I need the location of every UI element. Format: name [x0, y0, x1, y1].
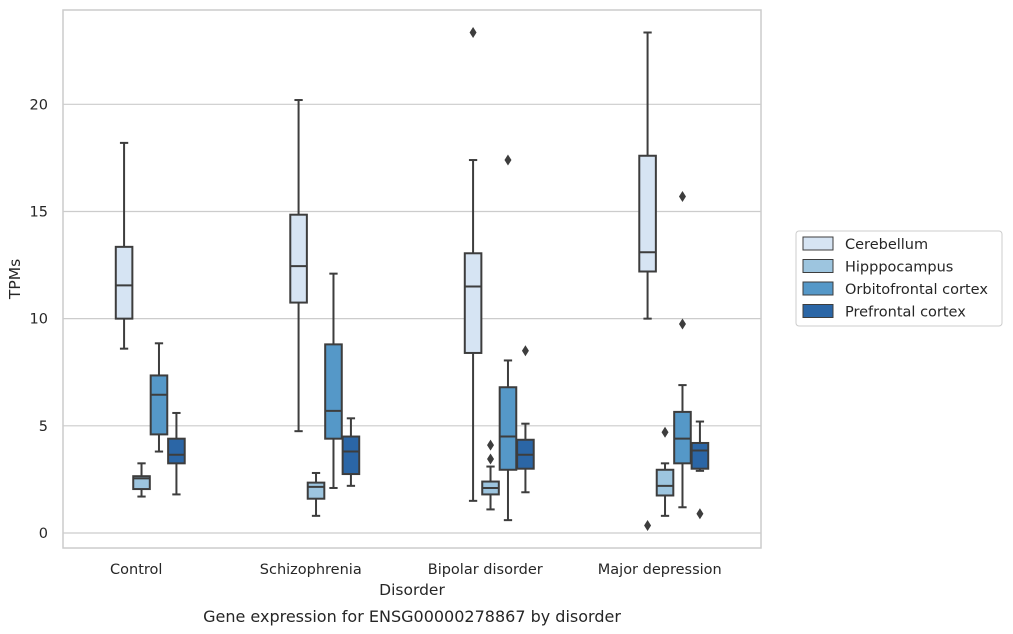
box-iqr	[690, 441, 710, 470]
legend-label: Hipppocampus	[845, 260, 953, 276]
box-1-3	[341, 417, 361, 487]
box-iqr	[149, 374, 169, 436]
outlier-point	[487, 453, 495, 465]
box-0-3	[167, 411, 186, 496]
outlier-point	[487, 439, 495, 451]
outlier-point	[644, 519, 652, 531]
box-iqr	[289, 213, 308, 304]
x-tick-labels: Control Schizophrenia Bipolar disorder Majo…	[110, 562, 722, 578]
outlier-point	[661, 426, 669, 438]
x-tick-label: Major depression	[598, 562, 722, 578]
outlier-point	[504, 154, 512, 166]
box-3-0	[638, 31, 657, 531]
legend-label: Cerebellum	[845, 237, 928, 253]
x-axis-title: Disorder	[379, 581, 445, 599]
chart-caption: Gene expression for ENSG00000278867 by d…	[203, 607, 621, 626]
box-iqr	[498, 386, 518, 471]
box-2-0	[463, 27, 483, 502]
legend-label: Orbitofrontal cortex	[845, 282, 988, 298]
box-iqr	[638, 154, 657, 273]
outlier-point	[696, 508, 704, 520]
legend-swatch	[802, 259, 834, 273]
outlier-point	[678, 190, 686, 202]
x-tick-label: Schizophrenia	[260, 562, 362, 578]
outlier-point	[521, 345, 529, 357]
outlier-point	[469, 27, 477, 39]
box-0-0	[114, 141, 134, 350]
box-2-2	[498, 154, 518, 522]
box-3-1	[655, 426, 675, 517]
box-iqr	[114, 245, 134, 320]
box-1-0	[289, 99, 308, 433]
box-1-1	[306, 471, 326, 517]
plot-frame	[62, 9, 762, 549]
box-3-2	[673, 190, 692, 509]
box-2-3	[516, 345, 535, 494]
x-tick-label: Control	[110, 562, 162, 578]
box-iqr	[655, 468, 675, 497]
box-3-3	[690, 420, 710, 520]
legend-swatch	[802, 281, 834, 296]
y-tick-label: 10	[30, 312, 48, 328]
box-iqr	[324, 343, 343, 440]
legend-frame	[795, 230, 1003, 327]
legend: Cerebellum Hipppocampus Orbitofrontal cort…	[795, 230, 1003, 327]
box-iqr	[341, 435, 361, 476]
box-2-1	[481, 439, 500, 511]
box-iqr	[167, 437, 186, 465]
legend-swatch	[802, 304, 834, 318]
y-tick-label: 20	[30, 97, 48, 113]
y-tick-labels: 0 5 10 15 20	[30, 97, 48, 542]
box-iqr	[463, 252, 483, 354]
box-iqr	[132, 475, 151, 491]
legend-label: Prefrontal cortex	[845, 305, 966, 321]
legend-swatch	[802, 236, 834, 251]
y-tick-label: 5	[39, 419, 48, 435]
box-0-2	[149, 342, 169, 453]
legend-items: Cerebellum Hipppocampus Orbitofrontal cort…	[802, 236, 988, 321]
box-iqr	[306, 481, 326, 500]
box-0-1	[132, 462, 151, 498]
box-layer	[114, 27, 710, 531]
y-tick-label: 15	[30, 204, 48, 220]
box-1-2	[324, 272, 343, 489]
y-axis-title: TPMs	[6, 259, 24, 300]
y-tick-label: 0	[39, 526, 48, 542]
box-iqr	[673, 410, 692, 465]
outlier-point	[678, 318, 686, 330]
x-tick-label: Bipolar disorder	[428, 562, 543, 578]
